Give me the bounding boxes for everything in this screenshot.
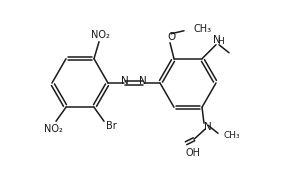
Text: OH: OH xyxy=(186,148,201,158)
Text: N: N xyxy=(213,35,221,45)
Text: H: H xyxy=(218,37,224,46)
Text: NO₂: NO₂ xyxy=(43,124,62,134)
Text: CH₃: CH₃ xyxy=(193,24,211,34)
Text: N: N xyxy=(121,77,129,87)
Text: N: N xyxy=(140,77,147,87)
Text: O: O xyxy=(167,32,175,42)
Text: CH₃: CH₃ xyxy=(224,131,241,140)
Text: Br: Br xyxy=(106,121,116,131)
Text: NO₂: NO₂ xyxy=(91,30,109,40)
Text: N: N xyxy=(204,122,212,132)
